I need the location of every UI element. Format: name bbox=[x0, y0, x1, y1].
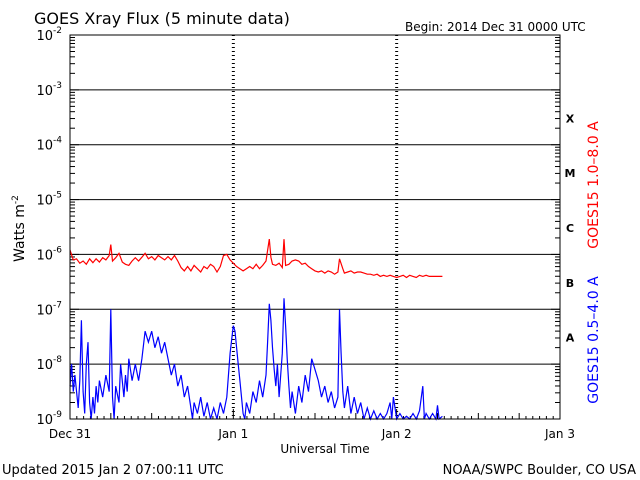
y-tick-exponent: -8 bbox=[53, 355, 62, 365]
plot-frame bbox=[69, 34, 561, 420]
y-tick-label: 10-7 bbox=[36, 300, 62, 318]
series-group bbox=[69, 239, 443, 421]
y-tick-base: 10 bbox=[36, 358, 53, 373]
y-tick-label: 10-8 bbox=[36, 355, 62, 373]
legend-label-0: GOES15 1.0–8.0 A bbox=[586, 121, 602, 249]
y-tick-label: 10-5 bbox=[36, 191, 62, 209]
legend-label-1: GOES15 0.5–4.0 A bbox=[586, 276, 602, 404]
flare-class-x: X bbox=[566, 112, 575, 125]
y-tick-exponent: -6 bbox=[53, 245, 62, 255]
y-tick-exponent: -3 bbox=[53, 81, 62, 91]
x-tick-label: Jan 1 bbox=[217, 427, 248, 441]
y-tick-label: 10-2 bbox=[36, 26, 62, 44]
series-legend: GOES15 1.0–8.0 A GOES15 0.5–4.0 A bbox=[586, 121, 602, 404]
y-tick-base: 10 bbox=[36, 194, 53, 209]
y-tick-label: 10-3 bbox=[36, 81, 62, 99]
series-line-0 bbox=[69, 239, 443, 279]
series-line-1 bbox=[69, 298, 443, 421]
y-axis-label: Watts m-2 bbox=[11, 195, 28, 262]
y-tick-label: 10-4 bbox=[36, 136, 62, 154]
x-axis-label: Universal Time bbox=[280, 442, 369, 456]
updated-timestamp: Updated 2015 Jan 2 07:00:11 UTC bbox=[2, 463, 224, 478]
y-tick-base: 10 bbox=[36, 248, 53, 263]
credit-text: NOAA/SWPC Boulder, CO USA bbox=[443, 463, 636, 478]
flare-class-a: A bbox=[566, 332, 575, 345]
flare-class-labels: X M C B A bbox=[565, 112, 576, 344]
y-tick-base: 10 bbox=[36, 139, 53, 154]
x-tick-label: Dec 31 bbox=[49, 427, 91, 441]
y-tick-exponent: -7 bbox=[53, 300, 62, 310]
begin-label: Begin: 2014 Dec 31 0000 UTC bbox=[405, 20, 586, 34]
y-tick-base: 10 bbox=[36, 84, 53, 99]
y-tick-labels: 10-210-310-410-510-610-710-810-9 bbox=[36, 26, 62, 428]
y-tick-base: 10 bbox=[36, 303, 53, 318]
grid-lines bbox=[69, 34, 561, 420]
y-tick-base: 10 bbox=[36, 413, 53, 428]
x-tick-label: Jan 3 bbox=[544, 427, 575, 441]
y-tick-exponent: -2 bbox=[53, 26, 62, 36]
y-tick-label: 10-6 bbox=[36, 245, 62, 263]
x-tick-labels: Dec 31 Jan 1 Jan 2 Jan 3 bbox=[49, 427, 575, 441]
day-markers bbox=[231, 35, 399, 419]
y-axis-label-exponent: -2 bbox=[11, 195, 21, 204]
y-tick-base: 10 bbox=[36, 29, 53, 44]
flare-class-b: B bbox=[566, 277, 574, 290]
y-tick-exponent: -4 bbox=[53, 136, 62, 146]
chart-title: GOES Xray Flux (5 minute data) bbox=[34, 9, 290, 28]
svg-text:Watts m-2: Watts m-2 bbox=[11, 195, 28, 262]
flare-class-c: C bbox=[566, 222, 574, 235]
y-tick-exponent: -9 bbox=[53, 410, 62, 420]
flare-class-m: M bbox=[565, 167, 576, 180]
y-tick-exponent: -5 bbox=[53, 191, 62, 201]
y-tick-label: 10-9 bbox=[36, 410, 62, 428]
x-tick-label: Jan 2 bbox=[381, 427, 412, 441]
y-axis-label-base: Watts m bbox=[12, 204, 28, 262]
